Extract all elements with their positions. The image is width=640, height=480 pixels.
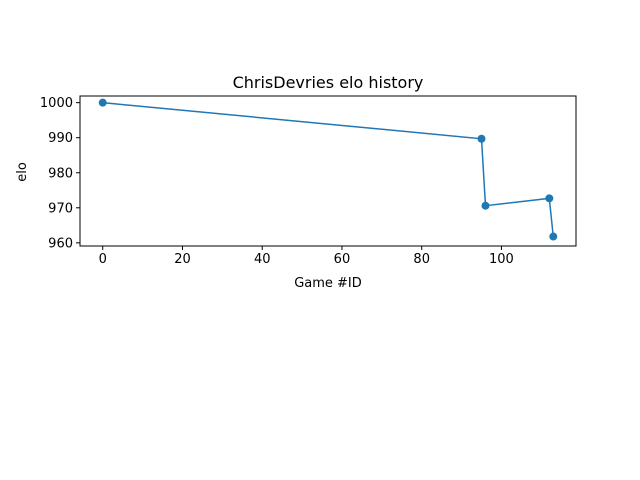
y-axis-label: elo [15, 162, 30, 182]
data-point [98, 98, 107, 107]
y-tick-label: 970 [48, 201, 73, 216]
data-point [549, 232, 558, 241]
x-tick-label: 40 [254, 252, 271, 267]
axis-ticks: 0 20 40 60 80 100 960 970 980 990 1000 [40, 96, 514, 267]
y-tick-label: 990 [48, 131, 73, 146]
chart-title: ChrisDevries elo history [233, 73, 424, 92]
x-tick-label: 80 [413, 252, 430, 267]
x-tick-label: 60 [334, 252, 351, 267]
data-point [481, 201, 490, 210]
y-tick-label: 960 [48, 236, 73, 251]
x-tick-label: 0 [99, 252, 107, 267]
data-point [545, 194, 554, 203]
plot-area-frame [79, 95, 577, 247]
y-tick-label: 980 [48, 166, 73, 181]
x-tick-label: 100 [489, 252, 514, 267]
series-layer [98, 98, 558, 241]
x-tick-label: 20 [174, 252, 191, 267]
x-axis-label: Game #ID [294, 276, 362, 291]
y-tick-label: 1000 [40, 96, 73, 111]
data-point [477, 134, 486, 143]
